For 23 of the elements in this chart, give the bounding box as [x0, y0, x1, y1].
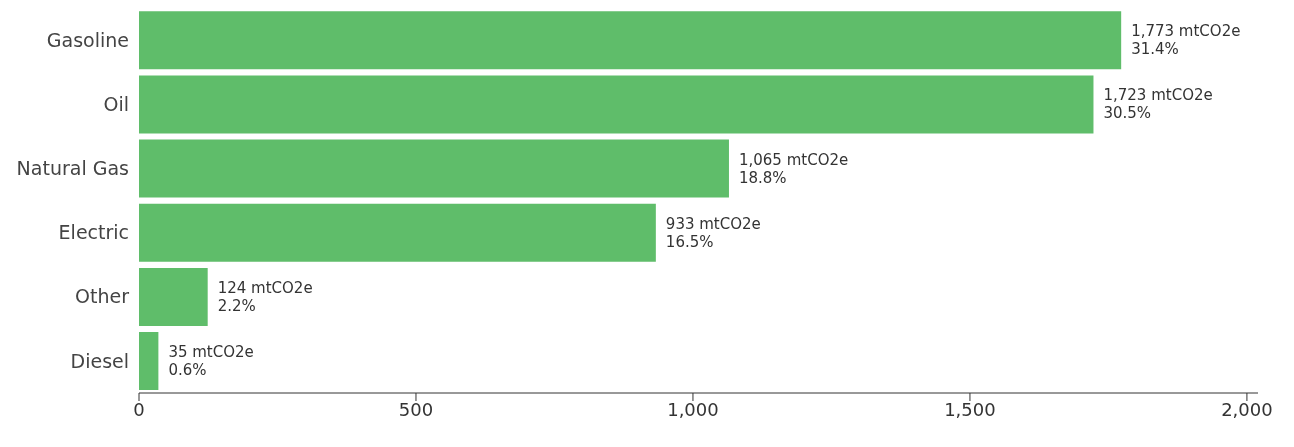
y-tick-label: Gasoline: [46, 28, 129, 51]
bar: [139, 11, 1122, 70]
bar: [139, 139, 729, 198]
y-tick-label: Natural Gas: [16, 157, 129, 180]
bar: [139, 203, 656, 262]
bar: [139, 267, 208, 326]
data-label: 124 mtCO2e 2.2%: [217, 278, 313, 315]
bar: [139, 75, 1094, 134]
x-tick-label: 0: [133, 398, 145, 420]
y-tick-label: Other: [75, 285, 130, 308]
data-label: 1,723 mtCO2e 30.5%: [1103, 85, 1213, 122]
data-label: 35 mtCO2e 0.6%: [168, 342, 254, 379]
x-tick-label: 1,500: [944, 398, 996, 420]
y-tick-label: Oil: [103, 93, 129, 115]
x-tick-label: 500: [398, 398, 434, 420]
data-label: 933 mtCO2e 16.5%: [665, 214, 761, 251]
y-tick-label: Diesel: [70, 349, 129, 372]
bar: [139, 332, 159, 391]
x-tick-label: 2,000: [1221, 398, 1273, 420]
data-label: 1,065 mtCO2e 18.8%: [738, 150, 849, 187]
x-tick-label: 1,000: [667, 398, 719, 420]
y-tick-label: Electric: [58, 221, 129, 244]
data-label: 1,773 mtCO2e 31.4%: [1131, 21, 1241, 58]
